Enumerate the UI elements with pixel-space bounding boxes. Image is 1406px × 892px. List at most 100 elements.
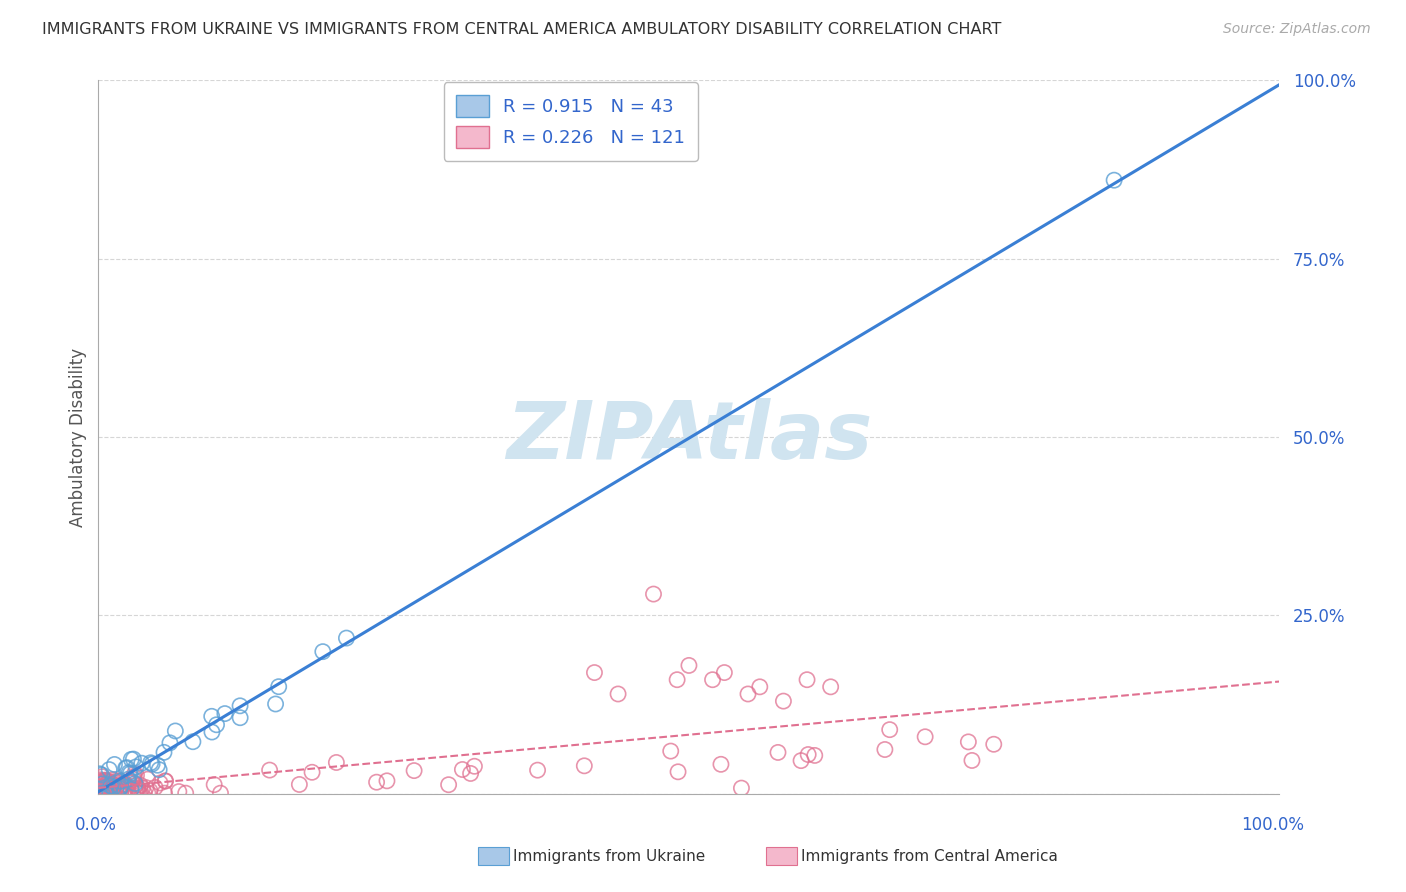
Point (90, 781, 112, 796)
Text: 100.0%: 100.0% (1241, 816, 1303, 834)
Point (91, 784, 114, 798)
Point (666, 764, 689, 779)
Point (131, 756, 153, 771)
Point (114, 761, 136, 775)
Point (301, 765, 323, 780)
Point (766, 746, 789, 760)
Point (143, 780, 166, 795)
Point (117, 774, 139, 789)
Point (90, 768, 112, 782)
Point (205, 718, 228, 732)
Point (167, 784, 190, 798)
Point (100, 777, 122, 791)
Point (91, 780, 114, 795)
Point (94, 786, 117, 800)
Point (201, 709, 224, 723)
Point (914, 730, 936, 744)
Point (1102, 173, 1125, 187)
Point (124, 776, 146, 790)
Point (820, 680, 842, 694)
Point (463, 759, 485, 773)
Point (100, 780, 122, 794)
Point (101, 778, 124, 792)
Text: ZIPAtlas: ZIPAtlas (506, 398, 872, 476)
Text: Immigrants from Central America: Immigrants from Central America (801, 849, 1059, 863)
Point (89, 777, 111, 791)
Point (153, 774, 176, 789)
Point (574, 759, 596, 773)
Text: Immigrants from Ukraine: Immigrants from Ukraine (513, 849, 706, 863)
Point (127, 780, 149, 795)
Point (90, 776, 112, 790)
Point (437, 778, 460, 792)
Point (91, 781, 114, 796)
Point (112, 778, 135, 792)
Point (267, 680, 290, 694)
Point (181, 735, 204, 749)
Point (127, 782, 149, 797)
Point (127, 784, 149, 798)
Point (713, 665, 735, 680)
Point (730, 781, 752, 796)
Point (103, 757, 125, 772)
Point (103, 776, 125, 790)
Point (122, 770, 145, 784)
Point (366, 775, 388, 789)
Point (125, 760, 148, 774)
Point (120, 766, 142, 780)
Point (101, 772, 124, 787)
Point (129, 778, 152, 792)
Text: Source: ZipAtlas.com: Source: ZipAtlas.com (1223, 22, 1371, 37)
Point (229, 698, 252, 713)
Point (325, 756, 347, 770)
Point (105, 774, 128, 789)
Point (312, 645, 335, 659)
Point (124, 767, 146, 781)
Point (104, 780, 127, 795)
Point (108, 780, 131, 794)
Point (460, 766, 482, 780)
Point (89, 774, 111, 789)
Point (710, 757, 733, 772)
Point (583, 665, 606, 680)
Point (748, 680, 770, 694)
Point (136, 772, 159, 787)
Point (146, 758, 169, 772)
Point (229, 711, 252, 725)
Point (526, 763, 548, 777)
Point (659, 744, 682, 758)
Point (94, 783, 117, 797)
Point (643, 587, 665, 601)
Point (89, 772, 111, 787)
Point (122, 772, 145, 787)
Point (89, 782, 111, 797)
Point (91, 786, 114, 800)
Point (122, 752, 145, 766)
Point (797, 747, 820, 762)
Point (803, 748, 825, 763)
Point (737, 687, 759, 701)
Point (957, 735, 980, 749)
Point (93, 773, 115, 788)
Point (135, 780, 157, 795)
Point (89, 780, 111, 795)
Point (139, 756, 162, 770)
Point (131, 781, 153, 796)
Point (214, 706, 236, 721)
Point (139, 784, 162, 798)
Point (702, 673, 724, 687)
Point (89, 780, 111, 795)
Point (129, 786, 152, 800)
Point (89, 766, 111, 780)
Point (93, 773, 115, 788)
Legend: R = 0.915   N = 43, R = 0.226   N = 121: R = 0.915 N = 43, R = 0.226 N = 121 (444, 82, 697, 161)
Point (159, 736, 181, 750)
Point (209, 786, 232, 800)
Point (772, 694, 794, 708)
Y-axis label: Ambulatory Disability: Ambulatory Disability (69, 348, 87, 526)
Point (149, 776, 172, 790)
Point (404, 764, 426, 778)
Point (110, 782, 132, 797)
Point (105, 779, 128, 793)
Point (288, 777, 311, 791)
